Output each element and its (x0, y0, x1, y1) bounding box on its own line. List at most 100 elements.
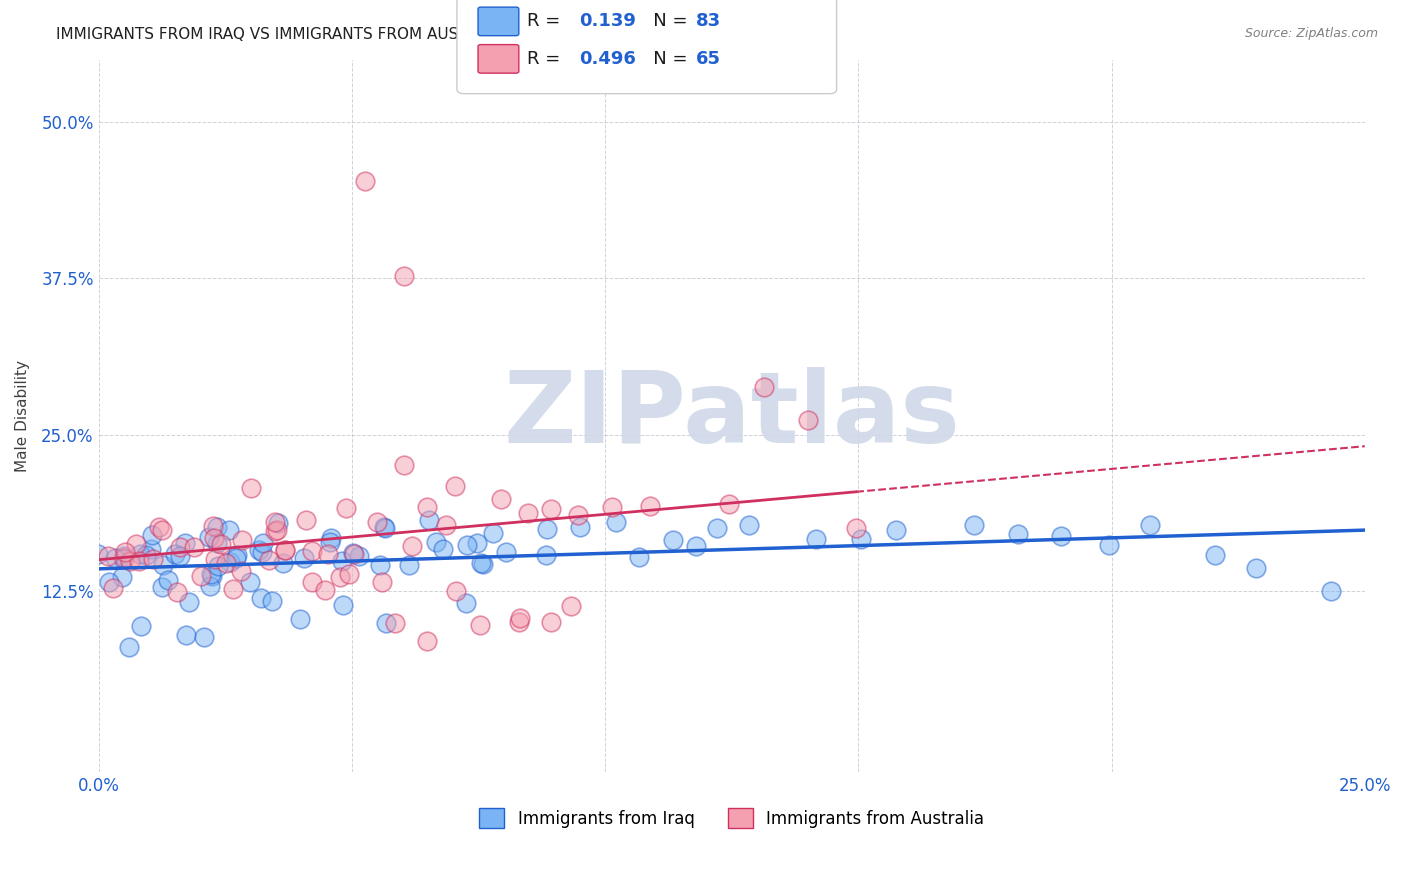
Point (1007, 527, 1029, 541)
Point (343, 547, 366, 561)
Point (301, 544, 323, 558)
Point (150, 580, 173, 594)
Point (87, 547, 110, 561)
Point (560, 599, 582, 614)
Point (536, 548, 558, 562)
Point (218, 524, 240, 538)
Point (271, 556, 294, 570)
Point (796, 413, 818, 427)
Text: 0.139: 0.139 (579, 12, 636, 30)
Point (128, 547, 150, 561)
Point (472, 558, 495, 572)
Point (884, 523, 907, 537)
Point (292, 551, 315, 566)
Point (1204, 548, 1226, 562)
Point (394, 458, 416, 472)
Point (173, 536, 195, 550)
Point (176, 628, 198, 642)
Text: 0.496: 0.496 (579, 50, 636, 68)
Point (444, 479, 467, 493)
Point (384, 615, 406, 630)
Point (169, 541, 191, 555)
Text: N =: N = (636, 50, 693, 68)
Point (540, 502, 562, 516)
Point (685, 539, 707, 553)
Point (605, 515, 627, 529)
Point (264, 524, 287, 538)
Point (260, 594, 283, 608)
Point (366, 516, 388, 530)
Text: 83: 83 (696, 12, 721, 30)
Point (169, 549, 191, 563)
Point (470, 556, 492, 570)
Text: R =: R = (527, 50, 572, 68)
Point (183, 540, 205, 554)
Point (456, 537, 478, 551)
Point (150, 523, 173, 537)
Point (314, 583, 336, 598)
Point (342, 545, 364, 559)
Point (418, 513, 440, 527)
Point (489, 491, 512, 506)
Point (165, 548, 187, 562)
Point (1320, 584, 1343, 599)
Point (148, 520, 170, 534)
Point (209, 537, 232, 551)
Point (1050, 528, 1073, 542)
Point (569, 519, 592, 533)
Point (288, 612, 311, 626)
Point (1139, 518, 1161, 533)
Point (368, 558, 391, 572)
Point (375, 616, 398, 631)
Point (207, 558, 229, 573)
Point (319, 531, 342, 545)
Point (517, 506, 540, 520)
Point (335, 501, 357, 516)
Point (204, 552, 226, 566)
Point (250, 591, 273, 606)
Point (600, 500, 623, 514)
Point (330, 554, 353, 568)
Point (207, 520, 229, 534)
Y-axis label: Male Disability: Male Disability (15, 359, 30, 472)
Point (111, 569, 134, 583)
Point (190, 569, 212, 583)
Point (347, 549, 370, 563)
Point (266, 524, 288, 538)
Point (198, 578, 221, 592)
Point (101, 581, 124, 595)
Text: 65: 65 (696, 50, 721, 68)
Point (319, 535, 342, 549)
Point (536, 522, 558, 536)
Point (482, 526, 505, 541)
Point (112, 549, 135, 564)
Point (432, 541, 454, 556)
Point (738, 518, 761, 533)
Point (177, 594, 200, 608)
Point (247, 542, 270, 557)
Point (495, 545, 517, 559)
Point (662, 533, 685, 548)
Point (97, 574, 120, 589)
Point (142, 552, 165, 566)
Point (193, 631, 215, 645)
Point (219, 555, 242, 569)
Point (329, 570, 352, 584)
Point (468, 618, 491, 632)
Point (332, 599, 354, 613)
Point (638, 499, 661, 513)
Point (337, 567, 360, 582)
Point (202, 518, 225, 533)
Point (118, 640, 141, 654)
Point (851, 532, 873, 546)
Point (225, 550, 247, 565)
Point (135, 548, 157, 562)
Point (804, 532, 827, 546)
Point (1098, 537, 1121, 551)
Point (114, 545, 136, 559)
Point (118, 554, 141, 568)
Point (274, 542, 297, 557)
Point (434, 517, 457, 532)
Point (316, 547, 339, 561)
Point (392, 269, 415, 284)
